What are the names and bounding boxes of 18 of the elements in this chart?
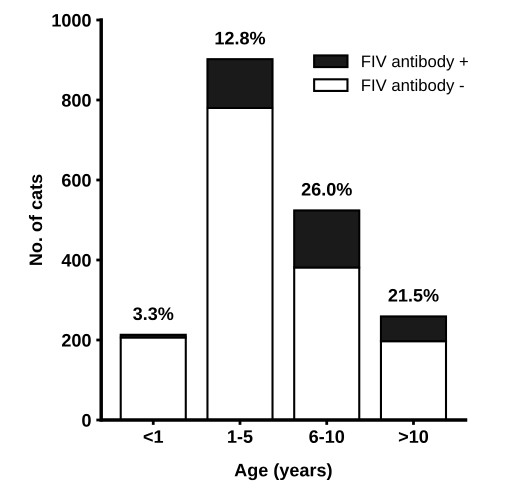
y-tick-label: 800 xyxy=(62,94,91,107)
x-axis-title: Age (years) xyxy=(234,463,332,480)
legend-label: FIV antibody + xyxy=(362,55,468,71)
y-tick-label: 600 xyxy=(62,174,91,187)
annotation: 26.0% xyxy=(302,182,352,196)
y-tick-label: 1000 xyxy=(52,14,91,27)
x-tick-label: >10 xyxy=(398,430,428,443)
y-tick-label: 0 xyxy=(82,414,91,427)
y-axis-title: No. of cats xyxy=(28,174,42,265)
x-tick-label: 1-5 xyxy=(228,430,253,443)
y-tick-label: 200 xyxy=(62,334,91,347)
annotation: 21.5% xyxy=(388,288,439,302)
x-tick-label: 6-10 xyxy=(309,430,344,443)
annotation: 3.3% xyxy=(133,307,174,320)
annotation: 12.8% xyxy=(216,32,266,45)
y-tick-label: 400 xyxy=(62,254,91,267)
x-tick-label: <1 xyxy=(144,430,164,443)
legend-label: FIV antibody - xyxy=(362,78,464,94)
